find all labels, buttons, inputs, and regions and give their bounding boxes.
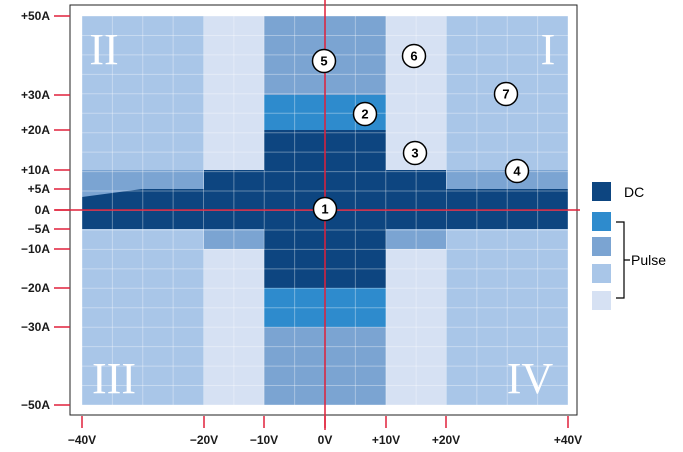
region-marker-3: 3 (411, 146, 418, 161)
y-tick-label: −10A (21, 242, 50, 256)
y-tick-label: +30A (21, 88, 50, 102)
y-tick-label: −30A (21, 320, 50, 334)
legend-swatch-pulse-3 (592, 264, 611, 283)
region-marker-6-circle (401, 43, 427, 69)
x-tick-label: −40V (68, 433, 96, 447)
region-dc-right (446, 189, 568, 229)
x-tick-label: −10V (250, 433, 278, 447)
quadrant-label-iii: III (92, 354, 136, 403)
region-markers: 1 2 3 4 5 6 7 (311, 43, 530, 222)
y-axis-ticks: +50A +30A +20A +10A +5A 0A −5A −10A −20A −30A −50A (21, 9, 70, 412)
region-marker-1-circle (312, 196, 338, 222)
legend-pulse-label: Pulse (631, 252, 666, 268)
region-marker-2-circle (352, 101, 378, 127)
y-tick-label: −5A (28, 222, 51, 236)
region-marker-5: 5 (320, 54, 327, 69)
x-tick-label: +20V (432, 433, 460, 447)
x-tick-label: 0V (318, 433, 333, 447)
x-tick-label: +40V (554, 433, 582, 447)
region-marker-7: 7 (502, 87, 509, 102)
legend-swatch-pulse-4 (592, 291, 611, 310)
x-axis-ticks: −40V −20V −10V 0V +10V +20V +40V (68, 416, 582, 447)
x-tick-label: −20V (190, 433, 218, 447)
legend-swatch-pulse-2 (592, 237, 611, 256)
quadrant-label-ii: II (89, 25, 118, 74)
y-tick-label: −20A (21, 281, 50, 295)
y-tick-label: +50A (21, 9, 50, 23)
y-tick-label: +5A (28, 182, 51, 196)
y-tick-label: 0A (35, 203, 51, 217)
y-tick-label: −50A (21, 398, 50, 412)
legend-pulse-bracket (616, 221, 630, 299)
legend-swatch-pulse-1 (592, 212, 611, 231)
quadrant-label-iv: IV (507, 354, 554, 403)
region-marker-4: 4 (513, 164, 521, 179)
region-marker-1: 1 (321, 202, 328, 217)
region-marker-2: 2 (361, 107, 368, 122)
region-dc-left (82, 189, 204, 229)
legend: DC Pulse (592, 182, 666, 310)
legend-dc-label: DC (624, 184, 644, 200)
y-tick-label: +10A (21, 163, 50, 177)
region-marker-5-circle (311, 48, 337, 74)
legend-swatch-dc (592, 182, 611, 201)
region-marker-7-circle (493, 81, 519, 107)
region-marker-4-circle (504, 158, 530, 184)
quadrant-label-i: I (541, 25, 556, 74)
y-tick-label: +20A (21, 123, 50, 137)
region-marker-3-circle (402, 140, 428, 166)
x-tick-label: +10V (372, 433, 400, 447)
region-marker-6: 6 (410, 49, 417, 64)
